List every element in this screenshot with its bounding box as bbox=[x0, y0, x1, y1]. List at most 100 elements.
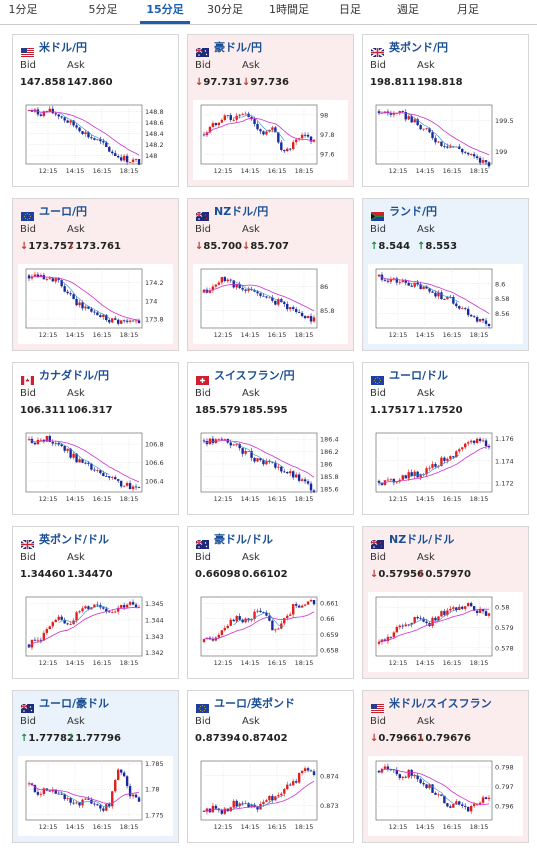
candle-body bbox=[259, 458, 262, 461]
candle-body bbox=[283, 149, 286, 152]
pair-name[interactable]: 米ドル/円 bbox=[39, 41, 88, 54]
y-tick-label: 98 bbox=[320, 111, 328, 119]
tab-1[interactable]: 5分足 bbox=[88, 3, 118, 16]
tab-0[interactable]: 1分足 bbox=[8, 3, 38, 16]
bid-value: ↑8.544 bbox=[370, 241, 410, 252]
pair-name[interactable]: ユーロ/円 bbox=[39, 205, 88, 218]
candle-body bbox=[108, 476, 111, 478]
candle-body bbox=[389, 636, 393, 638]
candle-body bbox=[262, 460, 265, 465]
rate-card[interactable]: 米ドル/円 Bid Ask 147.858 147.860 148.8 148.6 148.4… bbox=[12, 34, 179, 187]
candle-body bbox=[211, 286, 215, 291]
price-chart[interactable]: 199.5 199 12:15 14:15 16:15 18:15 bbox=[368, 100, 523, 180]
candle-body bbox=[125, 776, 129, 787]
pair-name[interactable]: 米ドル/スイスフラン bbox=[389, 697, 492, 710]
rate-card[interactable]: 英ポンド/円 Bid Ask 198.811 198.818 199.5 199 12:15 1… bbox=[362, 34, 529, 187]
candle-body bbox=[419, 125, 422, 130]
price-chart[interactable]: 8.6 8.58 8.56 12:15 14:15 16:15 18:15 bbox=[368, 264, 523, 344]
candle-body bbox=[458, 146, 461, 149]
pair-name[interactable]: NZドル/円 bbox=[214, 205, 269, 218]
tab-4[interactable]: 1時間足 bbox=[269, 3, 309, 16]
tab-2[interactable]: 15分足 bbox=[140, 0, 190, 24]
plot-frame bbox=[200, 596, 318, 657]
plot-frame bbox=[25, 268, 143, 329]
candle-body bbox=[455, 607, 458, 611]
price-chart[interactable]: 98 97.8 97.6 12:15 14:15 16:15 18:15 bbox=[193, 100, 348, 180]
y-tick-label: 1.172 bbox=[495, 480, 514, 488]
rate-card[interactable]: ユーロ/英ポンド Bid Ask 0.87394 0.87402 0.874 0.873 12… bbox=[187, 690, 354, 843]
moving-average-line bbox=[378, 608, 490, 643]
x-tick-label: 14:15 bbox=[416, 659, 435, 667]
candle-body bbox=[114, 318, 117, 320]
rate-card[interactable]: 英ポンド/ドル Bid Ask 1.34460 1.34470 1.345 1.344 1.3… bbox=[12, 526, 179, 679]
pair-name[interactable]: スイスフラン/円 bbox=[214, 369, 295, 382]
pair-name[interactable]: カナダドル/円 bbox=[39, 369, 110, 382]
rate-card[interactable]: NZドル/円 Bid Ask ↓85.700 ↓85.707 86 85.8 12:15 14:… bbox=[187, 198, 354, 351]
price-chart[interactable]: 0.874 0.873 12:15 14:15 16:15 18:15 bbox=[193, 756, 348, 836]
rate-card[interactable]: ランド/円 Bid Ask ↑8.544 ↑8.553 8.6 8.58 8.56 12:15 1… bbox=[362, 198, 529, 351]
price-chart[interactable]: 186.4 186.2 186 185.8 185.6 12:15 14:15 16:15 18… bbox=[193, 428, 348, 508]
candle-body bbox=[238, 616, 241, 620]
price-chart[interactable]: 0.798 0.797 0.796 12:15 14:15 16:15 18:15 bbox=[368, 756, 523, 836]
pair-name[interactable]: 豪ドル/ドル bbox=[214, 533, 274, 546]
candle-body bbox=[84, 606, 87, 609]
rate-card[interactable]: ユーロ/豪ドル Bid Ask ↑1.77782 ↑1.77796 1.785 1.78 1.… bbox=[12, 690, 179, 843]
pair-name[interactable]: 豪ドル/円 bbox=[214, 41, 263, 54]
price-chart[interactable]: 1.785 1.78 1.775 12:15 14:15 16:15 18:15 bbox=[18, 756, 173, 836]
candle-body bbox=[475, 438, 479, 444]
tab-7[interactable]: 月足 bbox=[457, 3, 479, 16]
candle-body bbox=[114, 153, 117, 156]
pair-name[interactable]: ユーロ/豪ドル bbox=[39, 697, 110, 710]
candle-body bbox=[131, 320, 135, 322]
candle-body bbox=[434, 464, 437, 467]
rate-card[interactable]: カナダドル/円 Bid Ask 106.311 106.317 106.8 106.6 106… bbox=[12, 362, 179, 515]
rate-card[interactable]: ユーロ/円 Bid Ask ↓173.757 ↓173.761 174.2 174 173.8… bbox=[12, 198, 179, 351]
candle-body bbox=[452, 607, 455, 609]
candle-body bbox=[443, 298, 446, 300]
y-tick-label: 0.658 bbox=[320, 646, 339, 654]
rate-card[interactable]: ユーロ/ドル Bid Ask 1.17517 1.17520 1.176 1.174 1.17… bbox=[362, 362, 529, 515]
price-chart[interactable]: 1.176 1.174 1.172 12:15 14:15 16:15 18:15 bbox=[368, 428, 523, 508]
candle-body bbox=[300, 770, 304, 774]
price-chart[interactable]: 148.8 148.6 148.4 148.2 148 12:15 14:15 16:15 18… bbox=[18, 100, 173, 180]
rate-card[interactable]: 豪ドル/ドル Bid Ask 0.66098 0.66102 0.661 0.66 0.659… bbox=[187, 526, 354, 679]
candle-body bbox=[300, 312, 304, 317]
rate-card[interactable]: スイスフラン/円 Bid Ask 185.579 185.595 186.4 186.2 18… bbox=[187, 362, 354, 515]
candle-body bbox=[84, 132, 87, 134]
rate-card[interactable]: NZドル/ドル Bid Ask ↓0.57956 ↓0.57970 0.58 0.579 0.… bbox=[362, 526, 529, 679]
pair-name[interactable]: ユーロ/英ポンド bbox=[214, 697, 296, 710]
candle-body bbox=[87, 306, 90, 309]
plot-frame bbox=[375, 432, 493, 493]
x-tick-label: 14:15 bbox=[416, 167, 435, 175]
x-tick-label: 14:15 bbox=[66, 331, 85, 339]
price-chart[interactable]: 174.2 174 173.8 12:15 14:15 16:15 18:15 bbox=[18, 264, 173, 344]
price-chart[interactable]: 1.345 1.344 1.343 1.342 12:15 14:15 16:15 18:15 bbox=[18, 592, 173, 672]
y-tick-label: 85.8 bbox=[320, 307, 334, 315]
pair-name[interactable]: ランド/円 bbox=[389, 205, 438, 218]
bid-label: Bid bbox=[20, 716, 36, 727]
candle-body bbox=[105, 804, 108, 811]
pair-name[interactable]: ユーロ/ドル bbox=[389, 369, 449, 382]
candle-body bbox=[452, 803, 455, 808]
rate-card[interactable]: 豪ドル/円 Bid Ask ↓97.731 ↓97.736 98 97.8 97.6 12:15… bbox=[187, 34, 354, 187]
pair-name[interactable]: 英ポンド/円 bbox=[389, 41, 449, 54]
price-chart[interactable]: 86 85.8 12:15 14:15 16:15 18:15 bbox=[193, 264, 348, 344]
candle-body bbox=[443, 146, 446, 147]
candle-body bbox=[422, 128, 425, 130]
candle-body bbox=[235, 444, 238, 445]
tab-3[interactable]: 30分足 bbox=[207, 3, 243, 16]
candle-body bbox=[437, 794, 440, 796]
moving-average-short-line bbox=[58, 112, 110, 145]
rate-card[interactable]: 米ドル/スイスフラン Bid Ask ↓0.79661 ↓0.79676 0.798 0.7… bbox=[362, 690, 529, 843]
price-chart[interactable]: 0.661 0.66 0.659 0.658 12:15 14:15 16:15 18:15 bbox=[193, 592, 348, 672]
candle-body bbox=[137, 797, 141, 802]
pair-name[interactable]: 英ポンド/ドル bbox=[39, 533, 110, 546]
candle-body bbox=[410, 472, 413, 476]
pair-name[interactable]: NZドル/ドル bbox=[389, 533, 455, 546]
tab-5[interactable]: 日足 bbox=[339, 3, 361, 16]
bid-value: 106.311 bbox=[20, 405, 66, 416]
tab-6[interactable]: 週足 bbox=[397, 3, 419, 16]
price-chart[interactable]: 0.58 0.579 0.578 12:15 14:15 16:15 18:15 bbox=[368, 592, 523, 672]
y-tick-label: 0.797 bbox=[495, 783, 514, 791]
price-chart[interactable]: 106.8 106.6 106.4 12:15 14:15 16:15 18:15 bbox=[18, 428, 173, 508]
